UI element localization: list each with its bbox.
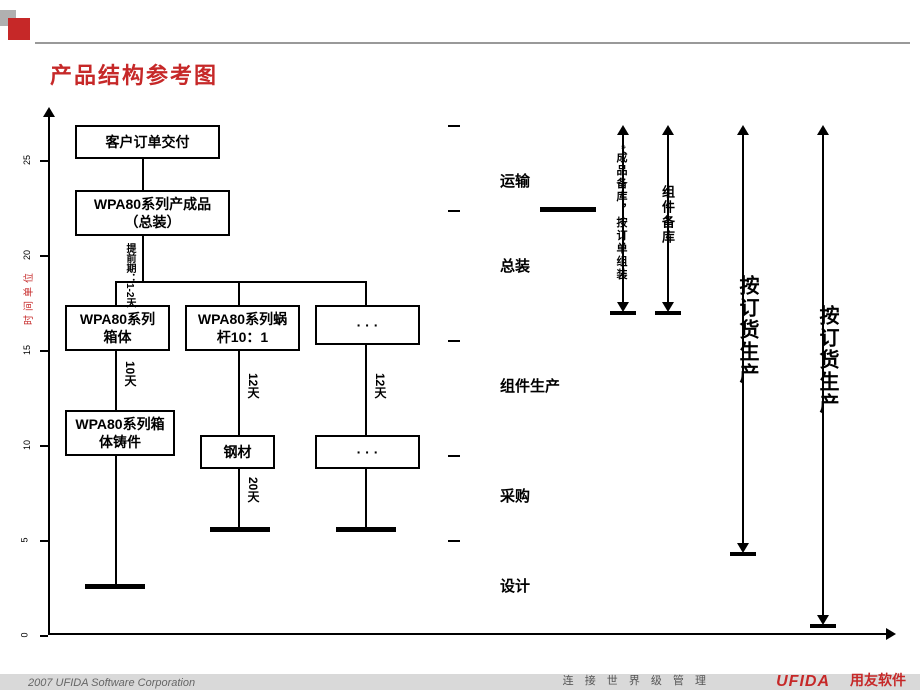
node-n_product: WPA80系列产成品（总装） bbox=[75, 190, 230, 236]
phase-label: 总装 bbox=[500, 255, 530, 276]
footer-brand: 用友软件 bbox=[850, 670, 906, 690]
y-tick-label: 15 bbox=[22, 345, 32, 355]
terminal-bar bbox=[210, 527, 270, 532]
edge-vertical bbox=[142, 236, 144, 281]
y-tick bbox=[40, 160, 48, 162]
edge-vertical bbox=[115, 456, 117, 584]
top-rule bbox=[35, 42, 910, 44]
page-title: 产品结构参考图 bbox=[50, 58, 218, 90]
phase-tick bbox=[448, 340, 460, 342]
edge-vertical bbox=[238, 469, 240, 527]
edge-vertical bbox=[365, 345, 367, 435]
edge-label: 提前期：1-2天 bbox=[122, 243, 137, 307]
edge-label: 10天 bbox=[122, 361, 139, 386]
range-arrow: *成品备库，按订单组装 bbox=[610, 125, 636, 312]
y-tick bbox=[40, 255, 48, 257]
range-arrow-label: 按订货生产 bbox=[733, 275, 762, 385]
node-n_worm: WPA80系列蜗杆10：1 bbox=[185, 305, 300, 351]
x-axis bbox=[48, 633, 888, 635]
corner-decoration bbox=[0, 10, 30, 40]
y-axis-label: 时间单位 bbox=[20, 269, 35, 325]
range-arrow: 按订货生产 bbox=[730, 125, 756, 553]
phase-tick bbox=[448, 540, 460, 542]
edge-vertical bbox=[238, 351, 240, 435]
footer-logo: UFIDA bbox=[776, 673, 830, 691]
range-arrow: 组件备库 bbox=[655, 125, 681, 312]
range-arrow-label: *成品备库，按订单组装 bbox=[613, 145, 629, 281]
edge-label: 12天 bbox=[245, 373, 262, 398]
phase-label: 设计 bbox=[500, 575, 530, 596]
edge-vertical bbox=[115, 283, 117, 305]
node-n_deliver: 客户订单交付 bbox=[75, 125, 220, 159]
terminal-bar bbox=[85, 584, 145, 589]
footer-copyright: 2007 UFIDA Software Corporation bbox=[28, 677, 195, 689]
edge-vertical bbox=[365, 283, 367, 305]
node-n_box: WPA80系列箱体 bbox=[65, 305, 170, 351]
y-tick bbox=[40, 635, 48, 637]
footer-tagline: 连 接 世 界 级 管 理 bbox=[563, 672, 710, 688]
range-arrow: 按订货生产 bbox=[810, 125, 836, 625]
y-tick-label: 20 bbox=[22, 250, 32, 260]
phase-tick bbox=[448, 455, 460, 457]
edge-vertical bbox=[115, 351, 117, 410]
y-tick-label: 10 bbox=[22, 440, 32, 450]
y-tick-label: 25 bbox=[22, 155, 32, 165]
edge-vertical bbox=[142, 159, 144, 190]
y-tick bbox=[40, 445, 48, 447]
node-n_casting: WPA80系列箱体铸件 bbox=[65, 410, 175, 456]
edge-vertical bbox=[365, 469, 367, 527]
phase-label: 采购 bbox=[500, 485, 530, 506]
diagram-stage: 时间单位 0510152025 客户订单交付WPA80系列产成品（总装）WPA8… bbox=[30, 115, 890, 645]
node-n_steel: 钢材 bbox=[200, 435, 275, 469]
phase-tick bbox=[448, 125, 460, 127]
y-axis bbox=[48, 115, 50, 635]
phase-label: 运输 bbox=[500, 170, 530, 191]
footer: 2007 UFIDA Software Corporation 连 接 世 界 … bbox=[0, 666, 920, 690]
phase-tick bbox=[448, 210, 460, 212]
y-tick bbox=[40, 350, 48, 352]
y-tick-label: 0 bbox=[20, 632, 30, 637]
edge-label: 20天 bbox=[245, 477, 262, 502]
terminal-bar bbox=[336, 527, 396, 532]
range-arrow-label: 组件备库 bbox=[658, 185, 677, 245]
edge-horizontal bbox=[115, 281, 367, 283]
phase-label: 组件生产 bbox=[500, 375, 560, 396]
edge-label: 12天 bbox=[372, 373, 389, 398]
node-n_dots2: · · · bbox=[315, 435, 420, 469]
range-arrow-label: 按订货生产 bbox=[813, 305, 842, 415]
y-tick bbox=[40, 540, 48, 542]
edge-vertical bbox=[238, 283, 240, 305]
y-tick-label: 5 bbox=[20, 537, 30, 542]
terminal-bar bbox=[540, 207, 596, 212]
node-n_dots1: · · · bbox=[315, 305, 420, 345]
